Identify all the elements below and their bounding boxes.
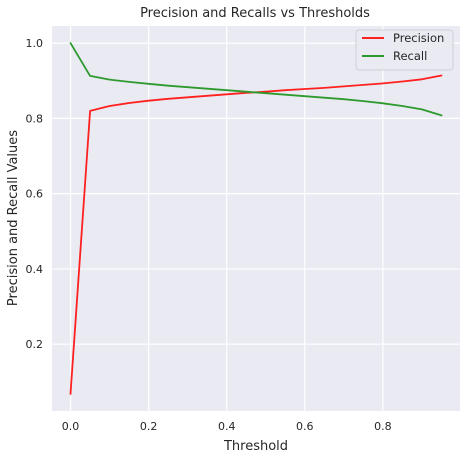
chart-title: Precision and Recalls vs Thresholds [140,6,370,21]
y-tick-label: 0.8 [26,112,44,125]
series-line-recall [69,42,443,117]
x-tick-label: 0.4 [218,420,236,433]
x-tick-label: 0.8 [374,420,392,433]
y-tick-label: 0.6 [26,188,44,201]
y-axis-label: Precision and Recall Values [6,130,21,306]
x-tick-label: 0.6 [296,420,314,433]
x-tick-label: 0.2 [140,420,158,433]
legend-label-recall: Recall [393,49,427,63]
y-tick-label: 1.0 [26,37,44,50]
x-tick-label: 0.0 [62,420,80,433]
legend: Precision Recall [355,29,454,71]
legend-label-precision: Precision [393,31,444,45]
tick-labels: 0.0 0.2 0.4 0.6 0.8 0.2 0.4 0.6 0.8 1.0 [26,37,392,433]
plot-area [52,26,460,411]
series-layer [69,42,443,395]
y-tick-label: 0.2 [26,338,44,351]
y-tick-label: 0.4 [26,263,44,276]
legend-box [355,29,454,71]
x-axis-label: Threshold [223,439,288,454]
